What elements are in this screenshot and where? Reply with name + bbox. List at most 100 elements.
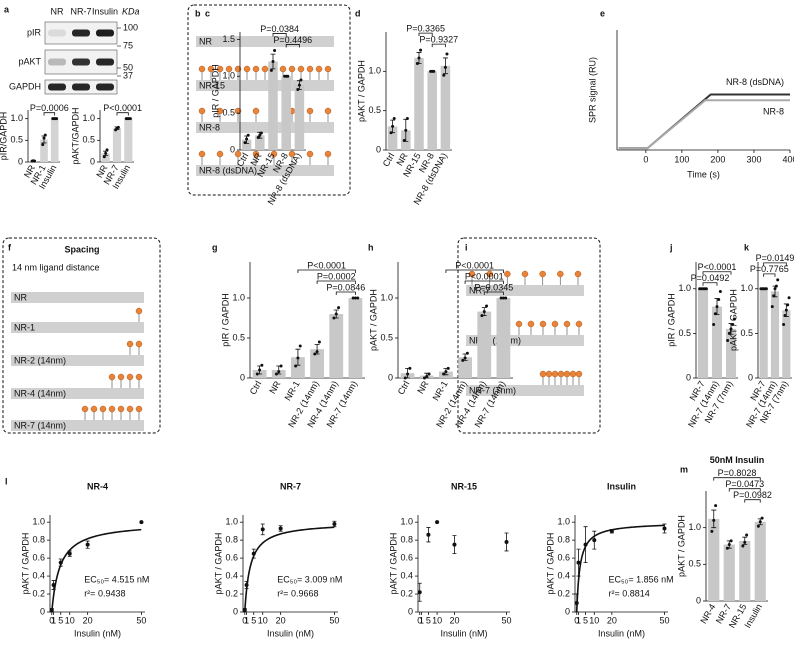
bar <box>124 118 133 162</box>
data-point <box>609 529 614 534</box>
data-point <box>259 131 263 135</box>
y-axis-label: pAKT / GAPDH <box>545 533 555 595</box>
fit-annotation: EC₅₀= 1.856 nM <box>608 574 673 584</box>
ligand <box>216 150 224 158</box>
ligand <box>324 107 332 115</box>
data-point <box>576 560 581 565</box>
data-point <box>782 322 786 326</box>
bar <box>759 288 768 378</box>
bar <box>241 139 252 150</box>
x-tick-label: 20 <box>449 615 459 625</box>
x-tick-label: 5 <box>583 615 588 625</box>
data-point <box>712 518 716 522</box>
p-value: P<0.0001 <box>698 262 737 272</box>
ligand <box>198 150 206 158</box>
x-tick-label: NR <box>415 379 430 396</box>
y-tick-label: 0.5 <box>10 135 23 145</box>
y-tick-label: 0.4 <box>557 570 570 580</box>
y-tick-label: 0 <box>18 156 23 166</box>
y-axis-label: pIR / GAPDH <box>666 293 676 347</box>
significance-bracket <box>763 273 776 277</box>
y-tick-label: 0 <box>376 144 381 154</box>
data-point <box>444 370 448 374</box>
marker-label: 100 <box>123 22 138 32</box>
ligand <box>515 320 523 328</box>
data-point <box>274 372 278 376</box>
diagram-frame <box>2 237 161 434</box>
panel-letter: h <box>368 242 374 252</box>
data-point <box>772 294 776 298</box>
fit-curve <box>243 526 335 613</box>
y-tick-label: 0.6 <box>225 552 238 562</box>
data-point <box>41 143 45 147</box>
data-point <box>104 151 108 155</box>
data-point <box>443 65 447 69</box>
x-axis-label: Insulin (nM) <box>598 628 645 638</box>
data-point <box>299 78 303 82</box>
rod-label: NR-8 (dsDNA) <box>199 165 257 175</box>
y-axis-label: SPR signal (RU) <box>587 57 597 123</box>
p-value: P=0.3365 <box>406 23 445 33</box>
data-point <box>404 128 408 132</box>
significance-bracket <box>431 43 446 48</box>
y-tick-label: 0.6 <box>32 552 45 562</box>
x-axis-label: Insulin (nM) <box>267 628 314 638</box>
x-tick-label: 1 <box>51 615 56 625</box>
ligand <box>468 270 476 278</box>
y-axis-label: pAKT / GAPDH <box>368 289 378 351</box>
ligand <box>135 307 143 315</box>
x-tick-label: 400 <box>782 154 794 164</box>
nanorod <box>11 388 144 399</box>
y-tick-label: 0.5 <box>222 108 235 118</box>
band <box>72 83 90 91</box>
significance-bracket <box>316 280 356 284</box>
data-point <box>504 296 508 300</box>
data-point <box>351 296 355 300</box>
data-point <box>332 521 337 526</box>
band <box>96 29 114 37</box>
x-tick-label: 10 <box>589 615 599 625</box>
band <box>72 29 90 37</box>
y-tick-label: 0.8 <box>225 535 238 545</box>
data-point <box>49 608 54 613</box>
x-tick-label: 1 <box>244 615 249 625</box>
y-tick-label: 0.5 <box>368 105 381 115</box>
x-tick-label: Ctrl <box>248 379 264 396</box>
bar <box>427 71 437 150</box>
ligand <box>486 270 493 278</box>
p-value: P=0.4496 <box>273 35 312 45</box>
data-point <box>758 520 762 524</box>
ligand <box>539 270 546 278</box>
diagram-frame <box>187 4 351 196</box>
data-point <box>116 125 120 129</box>
p-value: P=0.0149 <box>756 253 794 263</box>
series-label: NR-8 <box>763 107 784 117</box>
fit-annotation: r²= 0.8814 <box>608 588 649 598</box>
y-tick-label: 0.2 <box>225 588 238 598</box>
ligand <box>117 373 125 381</box>
fit-annotation: r²= 0.9668 <box>277 588 318 598</box>
data-point <box>784 308 788 312</box>
y-axis-label: pAKT / GAPDH <box>20 533 30 595</box>
data-point <box>105 148 109 152</box>
data-point <box>463 356 467 360</box>
data-point <box>337 306 341 310</box>
y-tick-label: 0 <box>388 372 393 382</box>
ligand <box>270 150 278 158</box>
significance-bracket <box>483 291 504 295</box>
x-tick-label: 1 <box>419 615 424 625</box>
y-tick-label: 0 <box>408 606 413 616</box>
x-tick-label: 50 <box>136 615 146 625</box>
y-tick-label: 0 <box>40 606 45 616</box>
y-tick-label: 1.0 <box>740 283 753 293</box>
data-point <box>480 314 484 318</box>
y-axis-label: pIR / GAPDH <box>210 64 220 118</box>
band <box>48 83 66 91</box>
x-tick-label: 10 <box>65 615 75 625</box>
data-point <box>243 141 247 145</box>
significance-bracket <box>464 280 504 284</box>
significance-bracket <box>744 499 761 503</box>
ligand <box>90 405 98 413</box>
x-tick-label: 100 <box>674 154 689 164</box>
data-point <box>42 136 46 140</box>
